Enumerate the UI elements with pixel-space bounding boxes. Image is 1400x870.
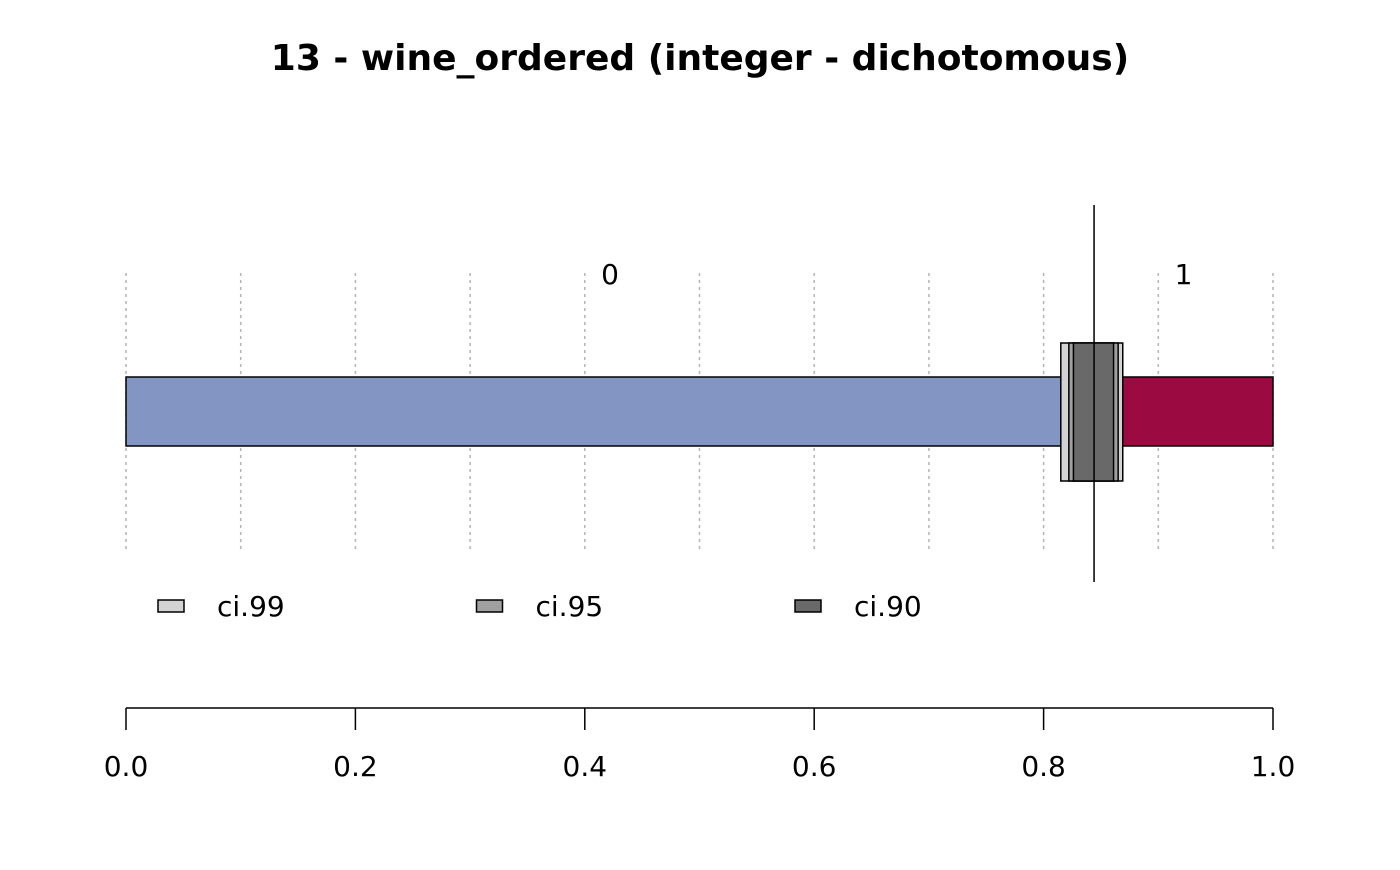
x-tick-label: 0.0	[104, 750, 149, 783]
legend-label: ci.99	[217, 590, 285, 623]
legend-label: ci.90	[854, 590, 922, 623]
x-tick-label: 0.8	[1021, 750, 1066, 783]
bar-segment	[125, 376, 1095, 447]
segment-label: 0	[601, 258, 619, 291]
bar-segment	[1093, 376, 1274, 447]
legend-swatch	[475, 599, 504, 613]
x-tick-label: 0.6	[792, 750, 837, 783]
chart-title: 13 - wine_ordered (integer - dichotomous…	[271, 38, 1129, 79]
x-tick-label: 1.0	[1251, 750, 1296, 783]
legend-label: ci.95	[536, 590, 604, 623]
legend-swatch	[794, 599, 822, 613]
x-tick-label: 0.4	[563, 750, 608, 783]
x-tick-label: 0.2	[333, 750, 378, 783]
segment-label: 1	[1175, 258, 1193, 291]
legend-swatch	[157, 599, 185, 613]
